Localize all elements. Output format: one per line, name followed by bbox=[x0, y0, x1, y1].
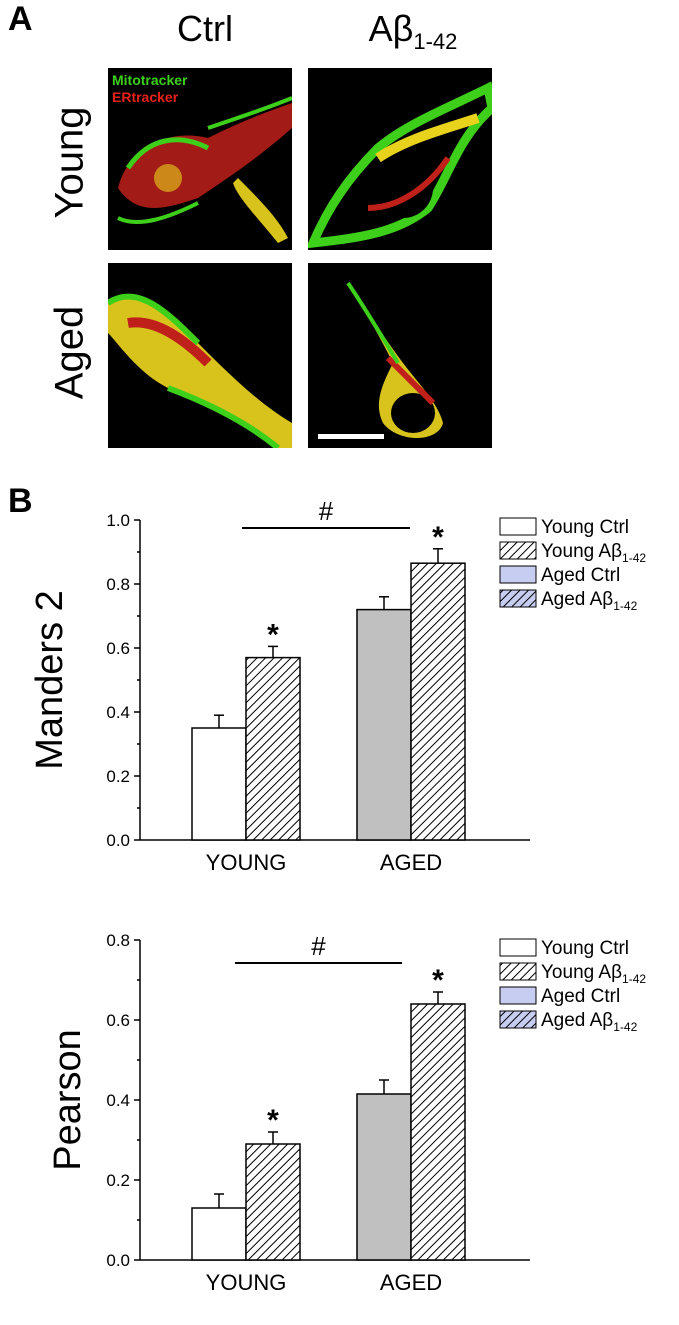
legend-swatch bbox=[499, 1010, 537, 1029]
micrograph-young-abeta bbox=[308, 68, 492, 250]
legend-label-sub: 1-42 bbox=[622, 551, 646, 565]
bar bbox=[410, 1003, 466, 1261]
bar bbox=[245, 656, 301, 841]
bar bbox=[191, 727, 247, 841]
bar bbox=[191, 1207, 247, 1261]
significance-hash: # bbox=[319, 496, 334, 526]
x-category-label: YOUNG bbox=[206, 1270, 287, 1295]
x-category-label: AGED bbox=[380, 850, 442, 875]
micrograph-aged-ctrl-image bbox=[108, 293, 292, 448]
legend-swatch bbox=[499, 589, 537, 608]
bar bbox=[356, 608, 412, 841]
y-tick-label: 0.4 bbox=[106, 703, 130, 722]
legend-label: Young Ctrl bbox=[541, 517, 629, 538]
legend-label: Aged Aβ1-42 bbox=[541, 589, 638, 613]
y-tick-label: 0.6 bbox=[106, 1011, 130, 1030]
legend-label-sub: 1-42 bbox=[613, 1020, 637, 1034]
x-category-label: YOUNG bbox=[206, 850, 287, 875]
pearson-chart: 0.0 0.2 0.4 0.6 0.8 Pearson YOUNG AGED * * # Young … bbox=[47, 931, 646, 1295]
legend-label-sub: 1-42 bbox=[613, 599, 637, 613]
y-tick-label: 0.0 bbox=[106, 831, 130, 850]
micrograph-aged-abeta-image bbox=[346, 281, 443, 438]
column-label-ctrl: Ctrl bbox=[110, 8, 300, 50]
y-tick-label: 1.0 bbox=[106, 511, 130, 530]
row-label-young: Young bbox=[47, 106, 92, 219]
panel-a-letter: A bbox=[8, 0, 33, 38]
bar bbox=[410, 562, 466, 841]
legend-swatch bbox=[499, 541, 537, 560]
significance-star: * bbox=[267, 618, 279, 651]
significance-hash: # bbox=[311, 931, 326, 961]
y-tick-label: 0.8 bbox=[106, 931, 130, 950]
y-axis-label: Pearson bbox=[47, 1029, 89, 1171]
y-tick-label: 0.6 bbox=[106, 639, 130, 658]
scale-bar bbox=[318, 434, 384, 439]
significance-star: * bbox=[267, 1104, 279, 1137]
significance-star: * bbox=[432, 964, 444, 997]
legend-ertracker: ERtracker bbox=[112, 89, 179, 105]
y-axis-label: Manders 2 bbox=[29, 590, 71, 770]
y-tick-label: 0.2 bbox=[106, 1171, 130, 1190]
legend-label: Aged Aβ1-42 bbox=[541, 1010, 638, 1034]
y-tick-label: 0.2 bbox=[106, 767, 130, 786]
micrograph-young-abeta-image bbox=[308, 81, 492, 249]
legend-swatch bbox=[499, 938, 537, 957]
row-label-aged: Aged bbox=[47, 305, 92, 400]
legend-swatch bbox=[499, 565, 537, 584]
legend-swatch bbox=[499, 517, 537, 536]
column-label-abeta-text: Aβ bbox=[368, 8, 414, 49]
legend-label: Aged Ctrl bbox=[541, 986, 620, 1007]
y-tick-label: 0.0 bbox=[106, 1251, 130, 1270]
column-label-ctrl-text: Ctrl bbox=[177, 8, 233, 49]
legend-label: Young Aβ1-42 bbox=[541, 962, 646, 986]
micrograph-young-ctrl-image bbox=[117, 96, 292, 243]
legend-swatch bbox=[499, 986, 537, 1005]
legend-label: Young Aβ1-42 bbox=[541, 541, 646, 565]
significance-star: * bbox=[432, 521, 444, 554]
x-category-label: AGED bbox=[380, 1270, 442, 1295]
column-label-abeta-sub: 1-42 bbox=[413, 29, 458, 55]
legend-mitotracker: Mitotracker bbox=[112, 72, 188, 88]
column-label-abeta: Aβ1-42 bbox=[318, 8, 508, 55]
bar bbox=[356, 1093, 412, 1261]
panel-b-letter: B bbox=[8, 482, 33, 520]
legend-label: Aged Ctrl bbox=[541, 565, 620, 586]
micrograph-aged-ctrl bbox=[108, 263, 292, 448]
y-tick-label: 0.8 bbox=[106, 575, 130, 594]
legend-label: Young Ctrl bbox=[541, 938, 629, 959]
legend-label-sub: 1-42 bbox=[622, 972, 646, 986]
bar bbox=[245, 1143, 301, 1261]
micrograph-aged-abeta bbox=[308, 263, 492, 448]
legend-swatch bbox=[499, 962, 537, 981]
manders-chart: 0.0 0.2 0.4 0.6 0.8 1.0 Manders 2 YOUNG AGED * * # Y… bbox=[29, 496, 646, 875]
micrograph-young-ctrl: Mitotracker ERtracker bbox=[108, 68, 292, 250]
y-tick-label: 0.4 bbox=[106, 1091, 130, 1110]
micrograph-legend: Mitotracker ERtracker bbox=[112, 72, 187, 106]
